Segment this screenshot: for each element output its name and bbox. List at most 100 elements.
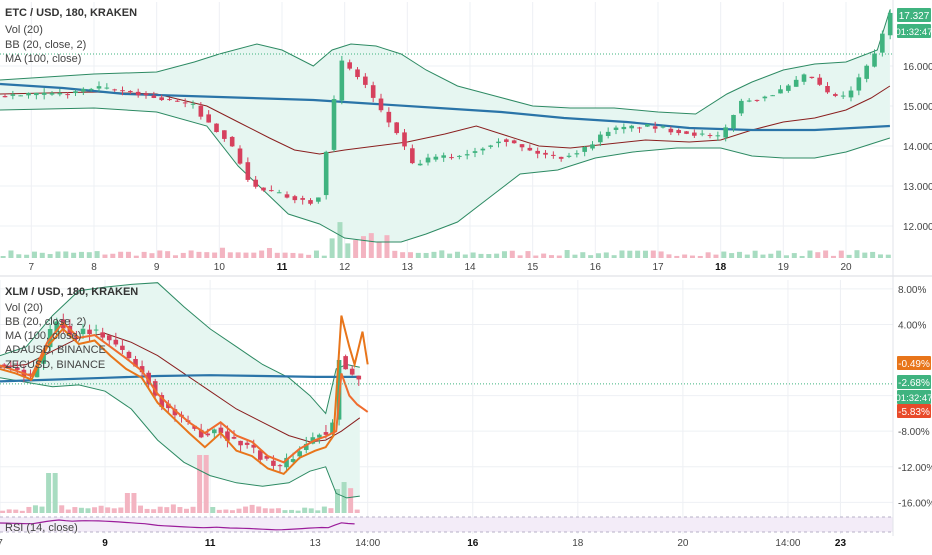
top-candle xyxy=(449,157,454,159)
top-candle xyxy=(770,95,775,97)
top-volume-bar xyxy=(376,241,382,258)
bottom-candle xyxy=(290,459,296,462)
top-candle xyxy=(840,95,846,97)
top-candle xyxy=(269,190,274,192)
top-volume-bar xyxy=(133,255,139,258)
top-candle xyxy=(480,148,486,151)
top-candle xyxy=(190,103,196,105)
rsi-label[interactable]: RSI (14, close) xyxy=(5,522,78,534)
bottom-volume-bar xyxy=(321,506,327,513)
top-volume-bar xyxy=(188,250,194,258)
bottom-candle xyxy=(100,332,105,338)
top-candle xyxy=(825,86,830,93)
bottom-legend[interactable]: XLM / USD, 180, KRAKEN Vol (20) BB (20, … xyxy=(5,286,138,371)
top-volume-bar xyxy=(854,250,860,258)
top-legend[interactable]: ETC / USD, 180, KRAKEN Vol (20) BB (20, … xyxy=(5,7,137,65)
bottom-volume-bar xyxy=(177,507,183,513)
bottom-volume-bar xyxy=(197,455,203,513)
bottom-plot[interactable] xyxy=(0,282,893,513)
top-indicator-vol[interactable]: Vol (20) xyxy=(5,24,43,36)
top-volume-bar xyxy=(290,252,296,258)
top-volume-bar xyxy=(16,254,22,258)
top-volume-bar xyxy=(47,254,53,258)
bottom-volume-bar xyxy=(52,473,58,513)
bottom-candle xyxy=(87,329,92,335)
top-volume-bar xyxy=(752,250,758,258)
top-x-tick: 18 xyxy=(715,262,727,273)
top-volume-bar xyxy=(118,251,124,258)
top-volume-bar xyxy=(219,247,225,258)
bottom-candle xyxy=(146,372,151,385)
top-volume-bar xyxy=(517,255,523,258)
top-volume-bar xyxy=(603,252,609,258)
bottom-volume-bar xyxy=(164,507,170,513)
top-candle xyxy=(308,200,313,204)
bottom-indicator-bb[interactable]: BB (20, close, 2) xyxy=(5,316,86,328)
bottom-candle xyxy=(271,460,276,466)
top-candle xyxy=(292,196,298,201)
top-candle xyxy=(887,12,893,36)
top-candle xyxy=(65,94,70,96)
top-candle xyxy=(284,194,290,198)
top-candle xyxy=(159,97,164,101)
bottom-candle xyxy=(159,395,165,408)
top-volume-bar xyxy=(642,250,648,258)
top-bb-basis xyxy=(0,85,891,155)
top-candle xyxy=(457,155,462,157)
bottom-candle xyxy=(67,325,73,336)
top-candle xyxy=(34,92,39,96)
top-candle xyxy=(535,150,540,154)
top-volume-bar xyxy=(313,250,319,258)
bottom-candle xyxy=(120,345,125,350)
bottom-x-tick: 16 xyxy=(467,538,479,549)
bottom-volume-bar xyxy=(105,507,111,513)
top-indicator-ma[interactable]: MA (100, close) xyxy=(5,53,81,65)
bottom-volume-bar xyxy=(275,508,281,513)
top-volume-bar xyxy=(212,252,218,258)
top-volume-bar xyxy=(682,254,688,258)
top-volume-bar xyxy=(55,251,61,258)
top-candle xyxy=(151,95,157,98)
bottom-volume-bar xyxy=(32,505,38,513)
bottom-volume-bar xyxy=(249,504,255,513)
bottom-indicator-ma[interactable]: MA (100, close) xyxy=(5,330,81,342)
top-candle xyxy=(504,139,509,142)
bottom-indicator-zecusd[interactable]: ZECUSD, BINANCE xyxy=(5,359,105,371)
bottom-volume-bar xyxy=(170,504,176,513)
top-indicator-bb[interactable]: BB (20, close, 2) xyxy=(5,39,86,51)
bottom-volume-bar xyxy=(308,508,314,513)
top-x-tick: 13 xyxy=(402,262,414,273)
top-candle xyxy=(135,91,141,96)
bottom-indicator-vol[interactable]: Vol (20) xyxy=(5,302,43,314)
top-candle xyxy=(637,127,642,129)
top-y-tick: 14.000 xyxy=(903,142,932,153)
top-volume-bar xyxy=(384,235,390,258)
bottom-candle xyxy=(323,432,329,435)
bottom-volume-bar xyxy=(315,510,321,513)
top-volume-bar xyxy=(815,252,821,258)
top-candle xyxy=(754,99,760,101)
top-candle xyxy=(645,124,650,127)
top-volume-bar xyxy=(666,254,672,258)
top-volume-bar xyxy=(172,255,178,258)
top-candle xyxy=(370,85,376,98)
top-candle xyxy=(699,133,705,135)
bottom-candle xyxy=(218,427,224,433)
bottom-volume-bar xyxy=(151,509,157,513)
top-candle xyxy=(316,197,321,202)
top-candle xyxy=(527,147,533,151)
top-plot[interactable] xyxy=(0,9,893,258)
top-volume-bar xyxy=(462,254,468,258)
bottom-indicator-adausd[interactable]: ADAUSD, BINANCE xyxy=(5,344,106,356)
top-volume-bar xyxy=(86,252,92,258)
top-candle xyxy=(817,77,822,85)
top-candle xyxy=(49,93,55,95)
bottom-volume-bar xyxy=(289,509,295,513)
bottom-volume-bar xyxy=(341,482,347,513)
bottom-candle xyxy=(264,455,270,459)
top-volume-bar xyxy=(838,250,844,258)
bottom-candle xyxy=(93,329,99,331)
bottom-volume-bar xyxy=(65,509,71,513)
top-candle xyxy=(363,76,368,85)
